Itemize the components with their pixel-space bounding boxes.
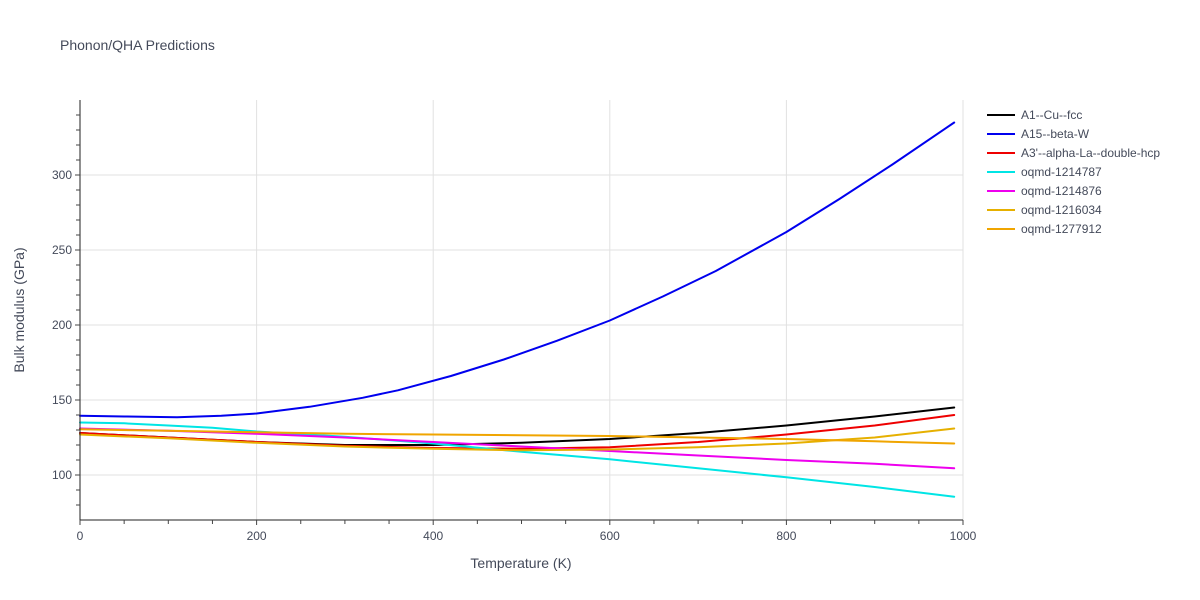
legend-label: oqmd-1277912 [1021,222,1102,236]
y-tick-label: 100 [52,468,72,482]
y-tick-label: 300 [52,168,72,182]
y-tick-label: 150 [52,393,72,407]
y-tick-label: 200 [52,318,72,332]
series-line-5 [79,427,956,452]
x-tick-label: 0 [77,529,84,543]
x-tick-label: 200 [247,529,267,543]
legend-label: A3'--alpha-La--double-hcp [1021,146,1160,160]
legend-label: oqmd-1216034 [1021,203,1102,217]
legend-label: oqmd-1214876 [1021,184,1102,198]
chart-title: Phonon/QHA Predictions [60,37,215,53]
x-tick-label: 600 [600,529,620,543]
y-axis-label: Bulk modulus (GPa) [11,247,27,372]
legend-label: A15--beta-W [1021,127,1090,141]
grid [80,100,964,520]
series-line-1 [79,121,956,419]
series-line-3 [79,421,956,498]
x-tick-label: 400 [423,529,443,543]
legend: A1--Cu--fcc A15--beta-W A3'--alpha-La--dou… [987,108,1160,236]
x-tick-label: 800 [776,529,796,543]
x-tick-label: 1000 [950,529,977,543]
axes: 0 200 400 600 800 1000 100 150 200 250 300 [52,100,977,543]
plot-area [79,121,956,498]
legend-label: oqmd-1214787 [1021,165,1102,179]
y-tick-label: 250 [52,243,72,257]
x-axis-label: Temperature (K) [470,555,571,571]
series-line-6 [79,428,956,445]
legend-label: A1--Cu--fcc [1021,108,1082,122]
